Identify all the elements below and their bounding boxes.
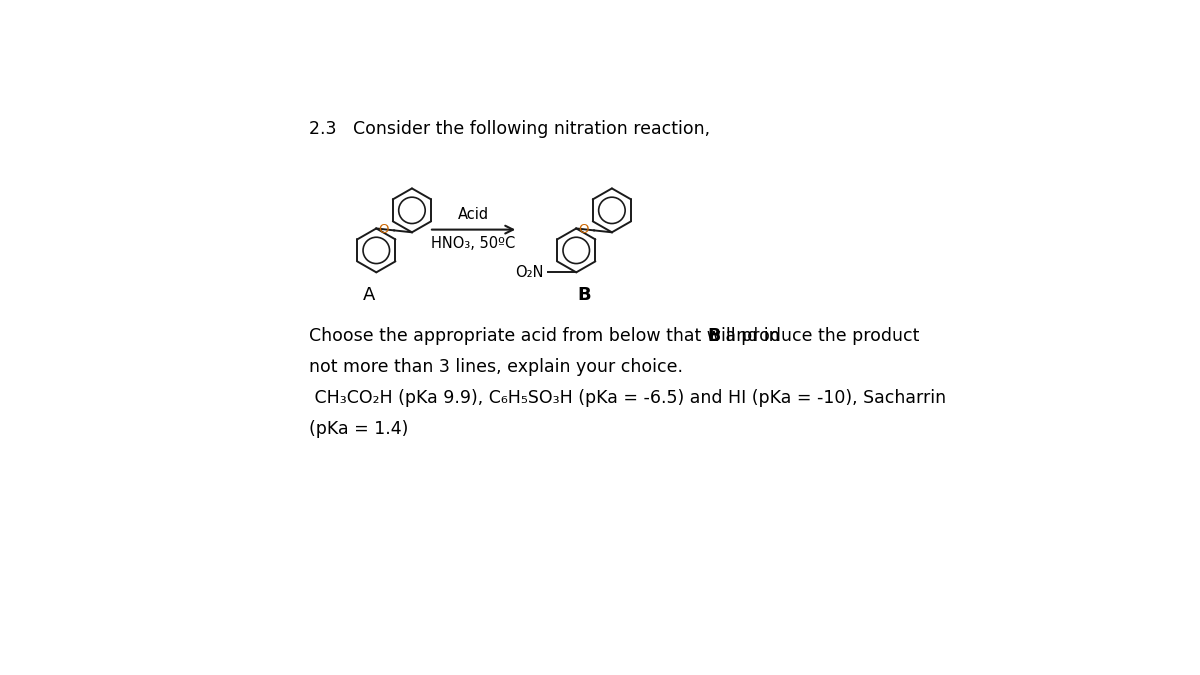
Text: and in: and in — [720, 327, 780, 346]
Text: CH₃CO₂H (pKa 9.9), C₆H₅SO₃H (pKa = -6.5) and HI (pKa = -10), Sacharrin: CH₃CO₂H (pKa 9.9), C₆H₅SO₃H (pKa = -6.5)… — [308, 389, 946, 407]
Text: 2.3   Consider the following nitration reaction,: 2.3 Consider the following nitration rea… — [308, 119, 710, 138]
Text: (pKa = 1.4): (pKa = 1.4) — [308, 420, 408, 438]
Text: B: B — [707, 327, 720, 346]
Text: A: A — [362, 286, 374, 304]
Text: not more than 3 lines, explain your choice.: not more than 3 lines, explain your choi… — [308, 358, 683, 376]
Text: Choose the appropriate acid from below that will produce the product: Choose the appropriate acid from below t… — [308, 327, 925, 346]
Text: O: O — [578, 223, 589, 236]
Text: O: O — [378, 223, 389, 236]
Text: HNO₃, 50ºC: HNO₃, 50ºC — [432, 236, 516, 251]
Text: B: B — [577, 286, 590, 304]
Text: O₂N: O₂N — [515, 265, 544, 280]
Text: Acid: Acid — [458, 207, 490, 222]
